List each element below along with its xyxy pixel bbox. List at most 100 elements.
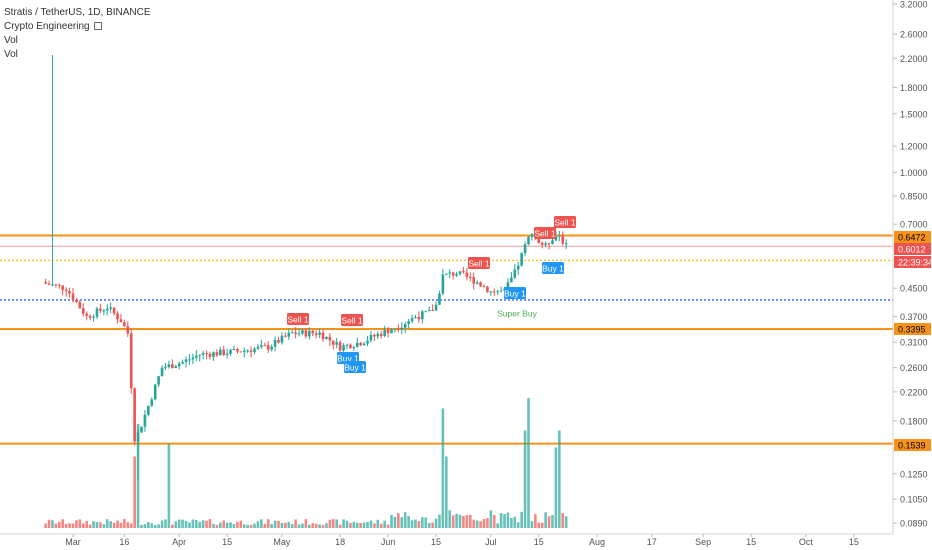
volume-bar: [544, 512, 547, 528]
volume-bar: [184, 520, 188, 528]
volume-bar: [369, 520, 373, 528]
candle-body: [287, 332, 291, 337]
candle-body: [253, 348, 256, 353]
y-tick-label: 1.0000: [900, 168, 928, 178]
candle-body: [516, 265, 520, 270]
volume-bar: [530, 521, 534, 528]
volume-bar: [547, 516, 551, 528]
candle-body: [342, 345, 345, 351]
candle-body: [164, 367, 167, 369]
signal-super: Super Buy: [497, 309, 537, 319]
candle-body: [194, 355, 198, 358]
volume-indicator-2[interactable]: Vol: [4, 49, 18, 60]
candle-body: [537, 236, 541, 243]
candle-body: [407, 321, 410, 325]
candle-body: [349, 344, 352, 349]
volume-bar: [68, 523, 71, 528]
volume-bar: [492, 515, 496, 528]
volume-bar: [71, 523, 75, 528]
volume-bar: [263, 523, 267, 528]
candle-body: [458, 271, 462, 275]
volume-bar: [109, 521, 112, 528]
signal-text: Super Buy: [497, 309, 537, 319]
candle-body: [301, 330, 304, 334]
candle-body: [78, 302, 82, 309]
volume-bar: [147, 522, 150, 528]
candle-body: [92, 316, 95, 318]
candle-body: [266, 345, 270, 350]
candle-body: [472, 277, 476, 284]
volume-bar: [379, 523, 383, 528]
signal-buy: Buy 1: [344, 361, 366, 373]
y-tick-label: 1.8000: [900, 83, 928, 93]
volume-bar: [331, 519, 335, 528]
price-tag-bg: [894, 243, 931, 255]
price-axis[interactable]: 3.2000 2.6000 2.2000 1.8000 1.5000 1.2000 1.00…: [892, 0, 928, 534]
volume-indicator[interactable]: Vol: [4, 35, 18, 46]
candle-body: [465, 272, 469, 277]
candle-body: [362, 343, 366, 346]
candle-body: [260, 345, 263, 347]
volume-bar: [105, 519, 109, 528]
candle-body: [308, 330, 311, 337]
volume-bar: [451, 515, 455, 528]
candle-body: [75, 300, 78, 303]
volume-bar: [205, 520, 208, 528]
signal-bg: [344, 361, 366, 373]
volume-bar: [482, 519, 486, 528]
x-tick-label: Apr: [172, 537, 186, 547]
candle-body: [174, 366, 178, 369]
x-tick-label: 18: [335, 537, 345, 547]
volume-bar: [198, 521, 202, 528]
x-tick-label: Oct: [799, 537, 814, 547]
signal-text: Buy 1: [344, 363, 366, 373]
volume-bar: [424, 517, 428, 528]
candle-body: [338, 342, 342, 351]
volume-bar: [133, 456, 136, 528]
volume-bar: [421, 517, 424, 528]
volume-bar: [249, 524, 253, 528]
indicator-row[interactable]: Crypto Engineering: [4, 20, 151, 34]
y-tick-label: 0.2200: [900, 387, 928, 397]
candle-body: [294, 332, 297, 335]
candle-body: [68, 290, 71, 294]
volume-bar: [301, 523, 304, 528]
volume-bar: [236, 521, 239, 528]
candle-body: [520, 253, 523, 266]
signal-text: Buy 1: [504, 289, 526, 299]
candle-body: [167, 364, 171, 368]
candle-body: [232, 349, 236, 351]
candle-body: [177, 363, 181, 367]
candle-body: [270, 346, 273, 350]
candle-body: [448, 272, 452, 274]
price-tags: 0.6472 0.6012 22:39:34 0.3395 0.1539: [894, 231, 932, 451]
candle-body: [102, 310, 106, 312]
volume-bar: [393, 516, 397, 528]
candle-body: [249, 350, 253, 353]
symbol-title[interactable]: Stratis / TetherUS, 1D, BINANCE: [4, 7, 151, 18]
candle-body: [222, 349, 225, 355]
candle-body: [191, 357, 195, 360]
time-axis[interactable]: Mar 16 Apr 15 May 18 Jun 15 Jul 15 Aug 17 Sep 15 Oct 15: [0, 533, 893, 547]
candle-body: [157, 376, 160, 385]
volume-bar: [355, 522, 359, 528]
volume-bar: [506, 512, 510, 528]
volume-bar: [78, 519, 82, 528]
candle-body: [475, 282, 479, 284]
volume-bar: [479, 521, 482, 528]
signal-bg: [542, 262, 564, 274]
candle-body: [325, 336, 328, 340]
candle-body: [366, 340, 369, 344]
volume-bar: [342, 519, 345, 528]
volume-bar: [314, 523, 318, 528]
volume-bar: [277, 520, 280, 528]
volume-bar: [215, 524, 219, 528]
candle-body: [88, 315, 92, 318]
y-tick-label: 2.2000: [900, 54, 928, 64]
price-tag-text: 0.1539: [898, 441, 926, 451]
volume-bar: [239, 520, 243, 528]
volume-bar: [290, 524, 294, 528]
candle-body: [499, 290, 503, 292]
volume-bar: [551, 515, 554, 528]
